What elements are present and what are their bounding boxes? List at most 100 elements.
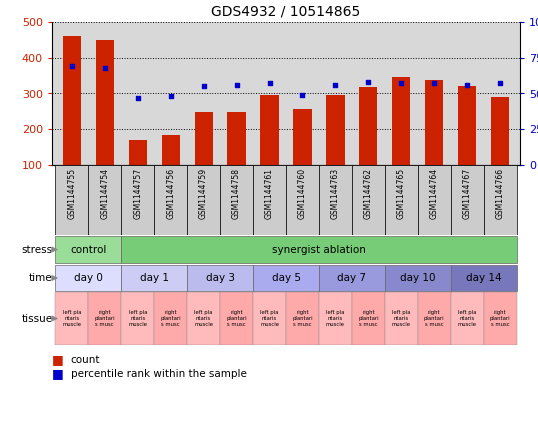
Bar	[63, 36, 81, 165]
Point	[166, 93, 175, 100]
Bar	[327, 95, 344, 165]
Title: GDS4932 / 10514865: GDS4932 / 10514865	[211, 4, 360, 18]
Bar	[121, 265, 187, 291]
Text: GSM1144765: GSM1144765	[397, 168, 406, 219]
Bar	[458, 86, 476, 165]
Text: day 14: day 14	[466, 273, 501, 283]
Text: GSM1144763: GSM1144763	[331, 168, 340, 219]
Text: GSM1144758: GSM1144758	[232, 168, 241, 219]
Text: day 7: day 7	[337, 273, 366, 283]
Bar	[187, 165, 220, 235]
Bar	[161, 135, 180, 165]
Bar	[484, 165, 516, 235]
Bar	[187, 265, 253, 291]
Bar	[451, 165, 484, 235]
Text: day 1: day 1	[140, 273, 169, 283]
Text: GSM1144756: GSM1144756	[166, 168, 175, 219]
Text: time: time	[29, 273, 53, 283]
Text: GSM1144766: GSM1144766	[495, 168, 505, 219]
Bar	[253, 292, 286, 345]
Bar	[286, 292, 319, 345]
Text: GSM1144755: GSM1144755	[67, 168, 76, 219]
Text: GSM1144759: GSM1144759	[199, 168, 208, 219]
Text: left pla
ntaris
muscle: left pla ntaris muscle	[326, 310, 345, 327]
Text: GSM1144767: GSM1144767	[463, 168, 472, 219]
Text: left pla
ntaris
muscle: left pla ntaris muscle	[458, 310, 477, 327]
Text: GSM1144754: GSM1144754	[100, 168, 109, 219]
Bar	[220, 165, 253, 235]
Point	[298, 91, 307, 98]
Bar	[121, 236, 516, 263]
Bar	[451, 292, 484, 345]
Point	[331, 82, 339, 88]
Text: stress: stress	[22, 244, 53, 255]
Point	[364, 79, 373, 85]
Bar	[418, 292, 451, 345]
Bar	[88, 165, 121, 235]
Bar	[392, 77, 410, 165]
Bar	[121, 292, 154, 345]
Text: right
plantari
s musc: right plantari s musc	[490, 310, 511, 327]
Text: day 0: day 0	[74, 273, 103, 283]
Text: GSM1144760: GSM1144760	[298, 168, 307, 219]
Bar	[352, 292, 385, 345]
Bar	[154, 292, 187, 345]
Text: control: control	[70, 244, 107, 255]
Text: day 5: day 5	[272, 273, 301, 283]
Point	[101, 64, 109, 71]
Bar	[96, 40, 114, 165]
Bar	[55, 165, 88, 235]
Text: right
plantari
s musc: right plantari s musc	[292, 310, 313, 327]
Text: ■: ■	[52, 368, 63, 381]
Bar	[491, 97, 509, 165]
Bar	[187, 292, 220, 345]
Text: ■: ■	[52, 354, 63, 366]
Bar	[319, 292, 352, 345]
Bar	[385, 265, 451, 291]
Point	[430, 80, 438, 87]
Bar	[385, 165, 418, 235]
Bar	[451, 265, 516, 291]
Bar	[121, 165, 154, 235]
Bar	[418, 165, 451, 235]
Point	[199, 83, 208, 90]
Point	[265, 80, 274, 87]
Bar	[228, 112, 246, 165]
Bar	[253, 165, 286, 235]
Bar	[484, 292, 516, 345]
Bar	[129, 140, 147, 165]
Point	[232, 82, 241, 88]
Bar	[55, 292, 88, 345]
Bar	[385, 292, 418, 345]
Bar	[55, 236, 121, 263]
Text: left pla
ntaris
muscle: left pla ntaris muscle	[62, 310, 81, 327]
Text: left pla
ntaris
muscle: left pla ntaris muscle	[260, 310, 279, 327]
Text: right
plantari
s musc: right plantari s musc	[226, 310, 247, 327]
Bar	[88, 292, 121, 345]
Bar	[253, 265, 319, 291]
Text: GSM1144757: GSM1144757	[133, 168, 142, 219]
Text: right
plantari
s musc: right plantari s musc	[95, 310, 115, 327]
Text: tissue: tissue	[22, 313, 53, 324]
Text: right
plantari
s musc: right plantari s musc	[358, 310, 379, 327]
Text: synergist ablation: synergist ablation	[272, 244, 366, 255]
Point	[67, 63, 76, 70]
Text: right
plantari
s musc: right plantari s musc	[160, 310, 181, 327]
Bar	[293, 109, 312, 165]
Bar	[286, 165, 319, 235]
Bar	[359, 88, 378, 165]
Bar	[55, 265, 121, 291]
Text: percentile rank within the sample: percentile rank within the sample	[71, 369, 247, 379]
Point	[463, 82, 472, 88]
Text: count: count	[71, 355, 100, 365]
Bar	[260, 95, 279, 165]
Text: left pla
ntaris
muscle: left pla ntaris muscle	[392, 310, 411, 327]
Text: GSM1144762: GSM1144762	[364, 168, 373, 219]
Text: GSM1144761: GSM1144761	[265, 168, 274, 219]
Bar	[319, 165, 352, 235]
Text: GSM1144764: GSM1144764	[430, 168, 439, 219]
Bar	[154, 165, 187, 235]
Point	[133, 94, 142, 101]
Text: day 3: day 3	[206, 273, 235, 283]
Text: left pla
ntaris
muscle: left pla ntaris muscle	[128, 310, 147, 327]
